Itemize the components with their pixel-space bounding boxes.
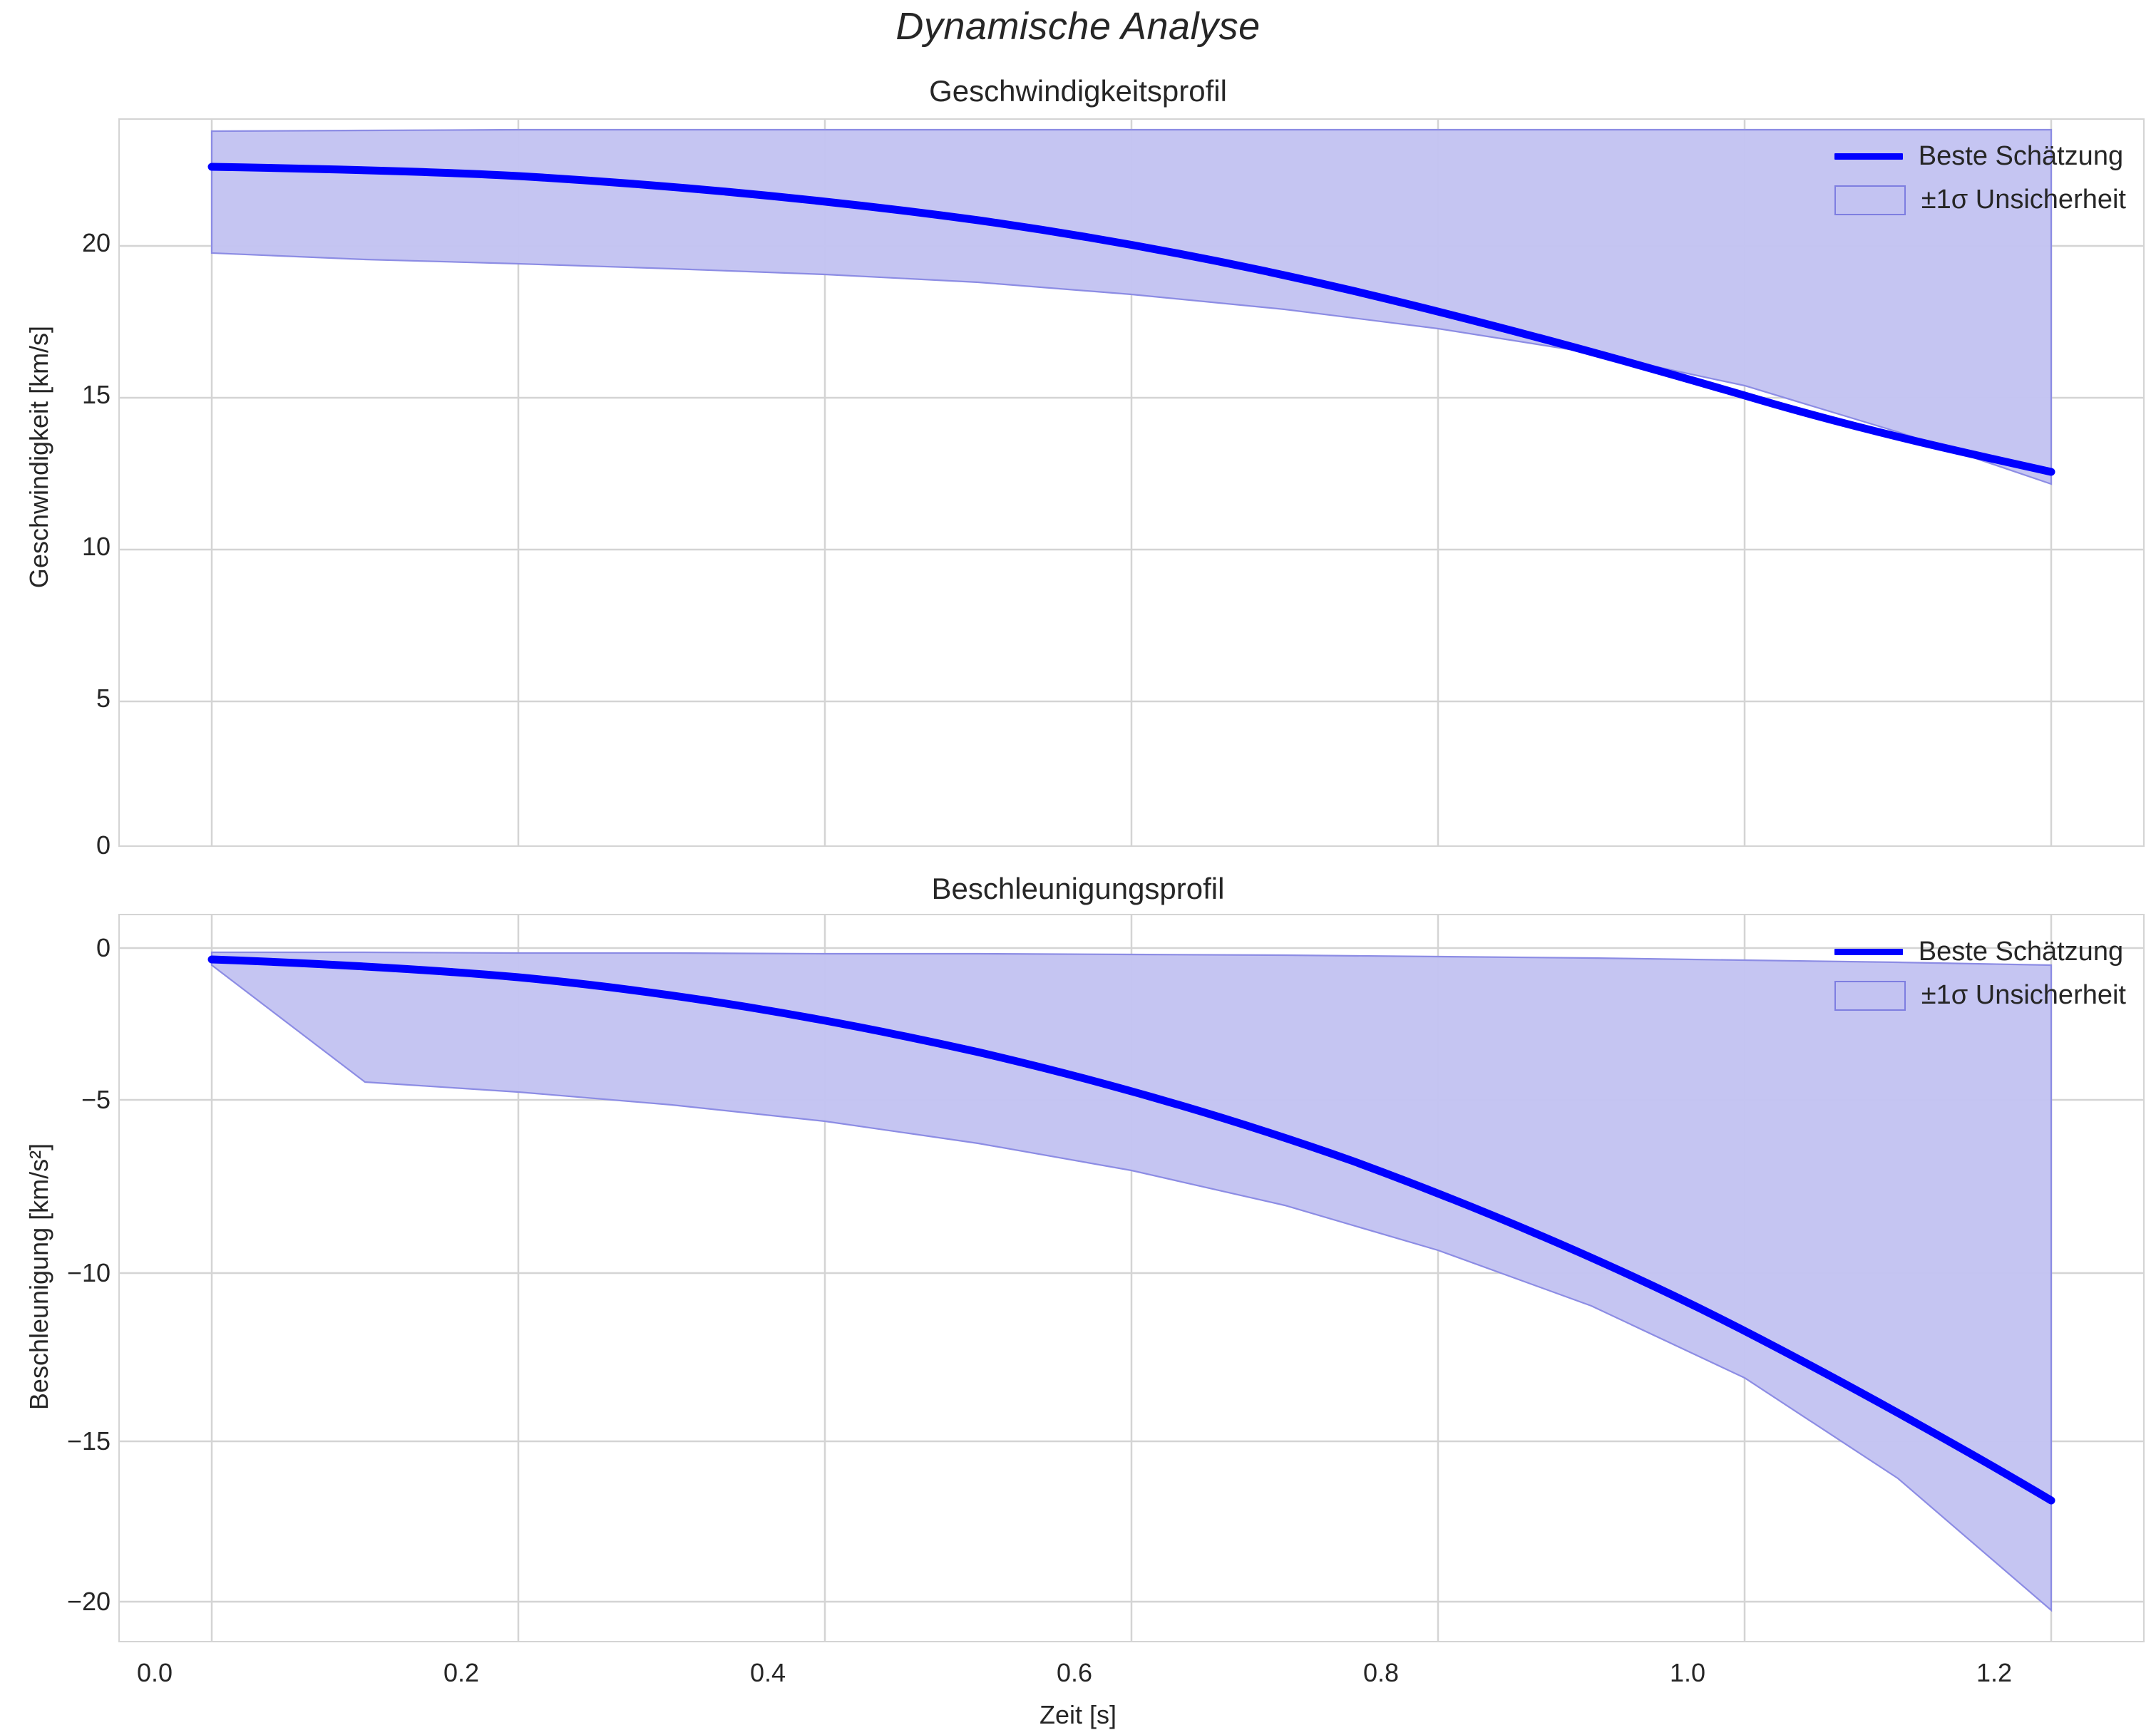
subplot1-ytick-5: 5 (96, 684, 111, 713)
subplot2-ytick-m10: −10 (66, 1258, 111, 1287)
subplot2-canvas (120, 915, 2143, 1641)
subplot2-title: Beschleunigungsprofil (931, 872, 1225, 905)
figure-suptitle: Dynamische Analyse (895, 5, 1261, 48)
subplot2-legend-band-label: ±1σ Unsicherheit (1921, 980, 2126, 1010)
figure-xlabel: Zeit [s] (1039, 1700, 1117, 1729)
xtick-1.0: 1.0 (1669, 1658, 1706, 1687)
subplot2-ytick-m5: −5 (81, 1085, 111, 1114)
subplot2-gridlines-horizontal (120, 947, 2143, 1603)
subplot2-legend-item-band[interactable]: ±1σ Unsicherheit (1834, 980, 2126, 1011)
subplot1-title: Geschwindigkeitsprofil (929, 74, 1227, 108)
subplot1-legend: Beste Schätzung ±1σ Unsicherheit (1834, 141, 2126, 215)
subplot1-best-estimate-line (207, 163, 2055, 476)
subplot2-ytick-m15: −15 (66, 1426, 111, 1456)
subplot1-axes: Beste Schätzung ±1σ Unsicherheit (118, 118, 2145, 847)
subplot1-uncertainty-band (210, 128, 2053, 485)
subplot1-plot-area (118, 118, 2145, 847)
xtick-0.0: 0.0 (136, 1658, 173, 1687)
subplot2-axes: Beste Schätzung ±1σ Unsicherheit (118, 914, 2145, 1642)
xtick-0.2: 0.2 (443, 1658, 480, 1687)
subplot1-legend-item-line[interactable]: Beste Schätzung (1834, 141, 2126, 172)
xtick-1.2: 1.2 (1976, 1658, 2013, 1687)
subplot1-ytick-10: 10 (81, 532, 111, 561)
xtick-0.4: 0.4 (749, 1658, 786, 1687)
band-swatch-icon (1834, 980, 1906, 1011)
subplot1-ytick-20: 20 (81, 228, 111, 257)
xtick-0.8: 0.8 (1362, 1658, 1400, 1687)
subplot2-legend-line-label: Beste Schätzung (1918, 937, 2124, 967)
subplot1-ytick-15: 15 (81, 380, 111, 409)
subplot1-legend-band-label: ±1σ Unsicherheit (1921, 185, 2126, 215)
subplot2-best-estimate-line (207, 955, 2055, 1505)
subplot2-ytick-m20: −20 (66, 1587, 111, 1616)
subplot1-canvas (120, 120, 2143, 845)
line-swatch-icon (1834, 153, 1903, 160)
subplot2-plot-area (118, 914, 2145, 1642)
band-swatch-icon (1834, 185, 1906, 215)
line-swatch-icon (1834, 949, 1903, 955)
subplot1-legend-line-label: Beste Schätzung (1918, 141, 2124, 171)
xtick-0.6: 0.6 (1056, 1658, 1093, 1687)
subplot1-ytick-0: 0 (96, 830, 111, 860)
subplot2-legend: Beste Schätzung ±1σ Unsicherheit (1834, 937, 2126, 1011)
subplot2-uncertainty-band (210, 951, 2053, 1612)
subplot1-legend-item-band[interactable]: ±1σ Unsicherheit (1834, 185, 2126, 215)
subplot2-ytick-0: 0 (96, 933, 111, 962)
subplot2-legend-item-line[interactable]: Beste Schätzung (1834, 937, 2126, 967)
subplot1-ylabel: Geschwindigkeit [km/s] (24, 325, 53, 589)
